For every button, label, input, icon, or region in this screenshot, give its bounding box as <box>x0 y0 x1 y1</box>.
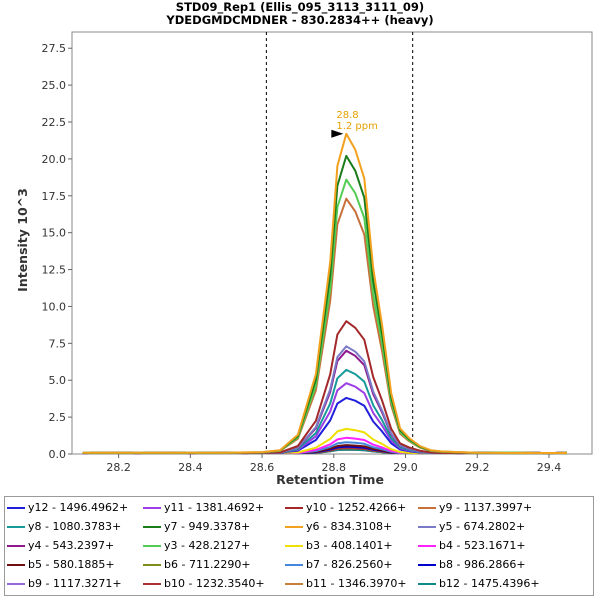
y-tick-label: 27.5 <box>42 42 67 55</box>
legend: y12 - 1496.4962+ y11 - 1381.4692+ y10 - 12… <box>4 496 594 596</box>
legend-label: y8 - 1080.3783+ <box>28 520 122 533</box>
x-tick-label: 29.4 <box>537 461 562 474</box>
legend-item: y9 - 1137.3997+ <box>418 501 532 514</box>
legend-label: y5 - 674.2802+ <box>439 520 526 533</box>
chromatogram-chart: 0.0 2.5 5.0 7.5 10.0 12.5 15.0 17.5 20.0 22.5 25.0… <box>15 31 593 487</box>
legend-label: b9 - 1117.3271+ <box>28 577 122 590</box>
legend-swatch <box>285 544 303 547</box>
x-tick-label: 29.0 <box>393 461 418 474</box>
legend-swatch <box>285 563 303 566</box>
legend-label: b8 - 986.2866+ <box>439 558 526 571</box>
legend-label: b10 - 1232.3540+ <box>164 577 265 590</box>
y-tick-label: 5.0 <box>49 374 67 387</box>
legend-label: y11 - 1381.4692+ <box>164 501 265 514</box>
legend-swatch <box>418 506 436 509</box>
legend-label: b6 - 711.2290+ <box>164 558 251 571</box>
legend-swatch <box>7 563 25 566</box>
legend-swatch <box>285 582 303 585</box>
y-tick-label: 12.5 <box>42 264 67 277</box>
legend-swatch <box>143 506 161 509</box>
legend-item: y10 - 1252.4266+ <box>285 501 406 514</box>
y-tick-label: 15.0 <box>42 227 67 240</box>
legend-label: y9 - 1137.3997+ <box>439 501 533 514</box>
legend-item: y4 - 543.2397+ <box>7 539 114 552</box>
legend-item: y8 - 1080.3783+ <box>7 520 121 533</box>
y-tick-label: 17.5 <box>42 190 67 203</box>
legend-label: y3 - 428.2127+ <box>164 539 251 552</box>
legend-swatch <box>285 506 303 509</box>
legend-label: b7 - 826.2560+ <box>306 558 393 571</box>
chart-title: STD09_Rep1 (Ellis_095_3113_3111_09) YDED… <box>0 1 600 27</box>
legend-label: b11 - 1346.3970+ <box>306 577 407 590</box>
legend-item: b3 - 408.1401+ <box>285 539 393 552</box>
legend-item: b12 - 1475.4396+ <box>418 577 540 590</box>
peak-rt-label: 28.8 <box>336 110 358 121</box>
legend-swatch <box>7 544 25 547</box>
x-tick-label: 28.8 <box>322 461 347 474</box>
legend-label: b4 - 523.1671+ <box>439 539 526 552</box>
y-axis-title: Intensity 10^3 <box>15 188 30 292</box>
legend-swatch <box>418 544 436 547</box>
legend-label: b12 - 1475.4396+ <box>439 577 540 590</box>
legend-item: y6 - 834.3108+ <box>285 520 392 533</box>
y-tick-label: 2.5 <box>49 411 67 424</box>
x-tick-label: 28.4 <box>178 461 203 474</box>
legend-swatch <box>143 582 161 585</box>
legend-label: b3 - 408.1401+ <box>306 539 393 552</box>
x-tick-label: 29.2 <box>465 461 490 474</box>
legend-swatch <box>418 582 436 585</box>
y-tick-label: 7.5 <box>49 337 67 350</box>
legend-item: b6 - 711.2290+ <box>143 558 251 571</box>
legend-item: b11 - 1346.3970+ <box>285 577 407 590</box>
legend-swatch <box>418 563 436 566</box>
y-tick-label: 0.0 <box>49 448 67 461</box>
legend-item: y7 - 949.3378+ <box>143 520 250 533</box>
legend-item: b9 - 1117.3271+ <box>7 577 122 590</box>
x-axis-title: Retention Time <box>276 472 384 487</box>
legend-label: y4 - 543.2397+ <box>28 539 115 552</box>
legend-swatch <box>418 525 436 528</box>
legend-swatch <box>143 525 161 528</box>
legend-item: b7 - 826.2560+ <box>285 558 393 571</box>
x-tick-label: 28.2 <box>106 461 131 474</box>
peak-marker-icon <box>331 129 344 138</box>
legend-item: b4 - 523.1671+ <box>418 539 526 552</box>
y-tick-label: 22.5 <box>42 116 67 129</box>
legend-swatch <box>285 525 303 528</box>
plot-area: 0.0 2.5 5.0 7.5 10.0 12.5 15.0 17.5 20.0 22.5 25.0… <box>42 31 593 474</box>
legend-item: b10 - 1232.3540+ <box>143 577 265 590</box>
series-line-y6 <box>82 132 567 454</box>
legend-item: y11 - 1381.4692+ <box>143 501 264 514</box>
legend-label: y10 - 1252.4266+ <box>306 501 407 514</box>
y-tick-label: 10.0 <box>42 300 67 313</box>
legend-item: y3 - 428.2127+ <box>143 539 250 552</box>
legend-item: y12 - 1496.4962+ <box>7 501 128 514</box>
legend-item: b8 - 986.2866+ <box>418 558 526 571</box>
legend-swatch <box>7 525 25 528</box>
peak-ppm-label: 1.2 ppm <box>336 121 378 132</box>
legend-swatch <box>143 544 161 547</box>
y-tick-label: 25.0 <box>42 79 67 92</box>
title-line-2: YDEDGMDCMDNER - 830.2834++ (heavy) <box>166 13 434 27</box>
title-line-1: STD09_Rep1 (Ellis_095_3113_3111_09) <box>175 0 425 14</box>
legend-item: b5 - 580.1885+ <box>7 558 115 571</box>
legend-swatch <box>143 563 161 566</box>
legend-item: y5 - 674.2802+ <box>418 520 525 533</box>
legend-label: y7 - 949.3378+ <box>164 520 251 533</box>
x-tick-label: 28.6 <box>250 461 275 474</box>
y-tick-label: 20.0 <box>42 153 67 166</box>
legend-label: b5 - 580.1885+ <box>28 558 115 571</box>
legend-label: y6 - 834.3108+ <box>306 520 393 533</box>
legend-label: y12 - 1496.4962+ <box>28 501 129 514</box>
legend-swatch <box>7 582 25 585</box>
legend-swatch <box>7 506 25 509</box>
